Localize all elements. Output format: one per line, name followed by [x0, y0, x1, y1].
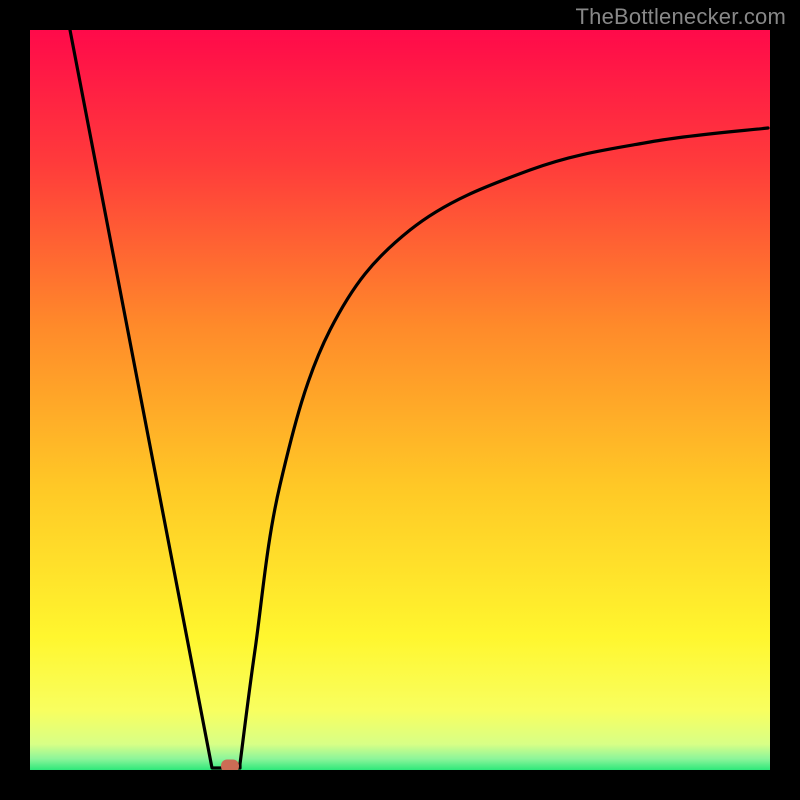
chart-frame: TheBottlenecker.com [0, 0, 800, 800]
plot-area [30, 30, 770, 770]
watermark-text: TheBottlenecker.com [576, 4, 786, 30]
bottleneck-chart [30, 30, 770, 770]
optimal-point-marker [221, 760, 239, 771]
